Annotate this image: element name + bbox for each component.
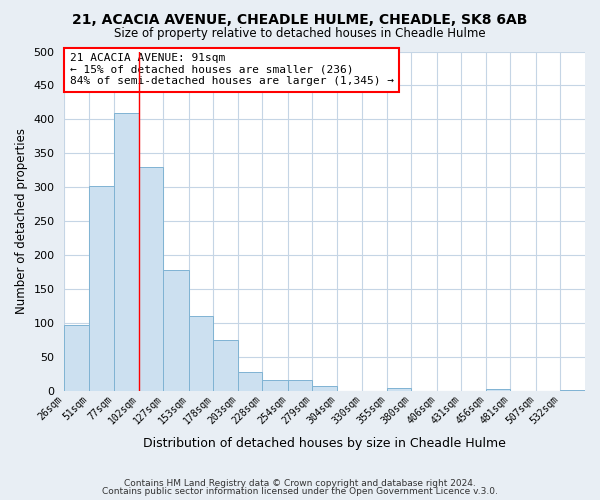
Bar [313,386,337,391]
Text: 21 ACACIA AVENUE: 91sqm
← 15% of detached houses are smaller (236)
84% of semi-d: 21 ACACIA AVENUE: 91sqm ← 15% of detache… [70,53,394,86]
Bar [115,112,139,391]
Bar [262,380,288,391]
Bar [560,390,585,391]
Bar [64,324,89,391]
Bar [89,186,115,391]
Bar [189,316,214,391]
X-axis label: Distribution of detached houses by size in Cheadle Hulme: Distribution of detached houses by size … [143,437,506,450]
Bar [163,270,189,391]
Bar [238,372,262,391]
Text: Contains HM Land Registry data © Crown copyright and database right 2024.: Contains HM Land Registry data © Crown c… [124,478,476,488]
Text: Contains public sector information licensed under the Open Government Licence v.: Contains public sector information licen… [102,487,498,496]
Bar [288,380,313,391]
Bar [387,388,412,391]
Bar [486,389,511,391]
Bar [214,340,238,391]
Text: Size of property relative to detached houses in Cheadle Hulme: Size of property relative to detached ho… [114,28,486,40]
Text: 21, ACACIA AVENUE, CHEADLE HULME, CHEADLE, SK8 6AB: 21, ACACIA AVENUE, CHEADLE HULME, CHEADL… [73,12,527,26]
Y-axis label: Number of detached properties: Number of detached properties [15,128,28,314]
Bar [139,167,163,391]
